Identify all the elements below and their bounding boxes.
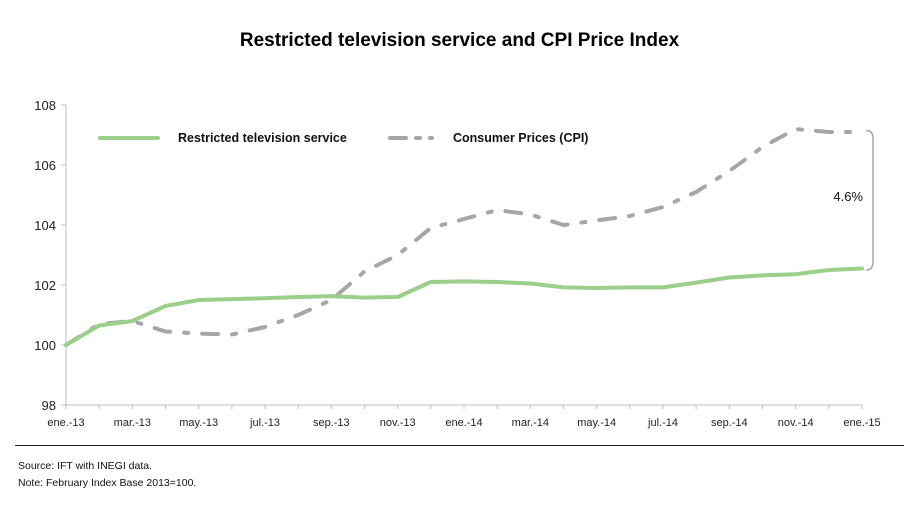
y-tick-label: 106	[34, 158, 56, 173]
x-tick-label: sep.-14	[711, 417, 748, 429]
x-tick-label: mar.-14	[512, 417, 549, 429]
series-line-cpi	[64, 127, 864, 347]
axes-layer: 98 100 102 104 106 108 ene.-13 mar.-13 may.-13 ju…	[34, 98, 880, 429]
x-tick-label: mar.-13	[114, 417, 151, 429]
x-tick-label: sep.-13	[313, 417, 350, 429]
series-layer	[64, 127, 864, 347]
annotation-layer: 4.6%	[833, 129, 874, 271]
x-tick-label: jul.-14	[647, 417, 678, 429]
x-tick-label: may.-14	[577, 417, 616, 429]
legend-label-tv: Restricted television service	[178, 131, 347, 145]
y-tick-label: 98	[42, 398, 56, 413]
base-note: Note: February Index Base 2013=100.	[18, 477, 197, 489]
x-tick-label: ene.-15	[843, 417, 880, 429]
x-tick-label: nov.-14	[778, 417, 814, 429]
series-line-tv	[64, 266, 864, 347]
x-tick-label: may.-13	[179, 417, 218, 429]
x-tick-label: ene.-14	[445, 417, 482, 429]
y-tick-label: 100	[34, 338, 56, 353]
x-tick-label: ene.-13	[47, 417, 84, 429]
chart-title: Restricted television service and CPI Pr…	[239, 30, 680, 51]
line-chart: 98 100 102 104 106 108 ene.-13 mar.-13 may.-13 ju…	[34, 98, 880, 429]
y-tick-label: 108	[34, 98, 56, 113]
footer-divider	[15, 445, 904, 446]
difference-label: 4.6%	[833, 189, 863, 204]
x-tick-label: nov.-13	[380, 417, 416, 429]
x-tick-label: jul.-13	[249, 417, 280, 429]
difference-bracket	[865, 129, 874, 271]
source-note: Source: IFT with INEGI data.	[18, 460, 153, 472]
y-tick-label: 104	[34, 218, 56, 233]
y-tick-label: 102	[34, 278, 56, 293]
legend: Restricted television service Consumer P…	[98, 131, 588, 145]
legend-label-cpi: Consumer Prices (CPI)	[453, 131, 588, 145]
